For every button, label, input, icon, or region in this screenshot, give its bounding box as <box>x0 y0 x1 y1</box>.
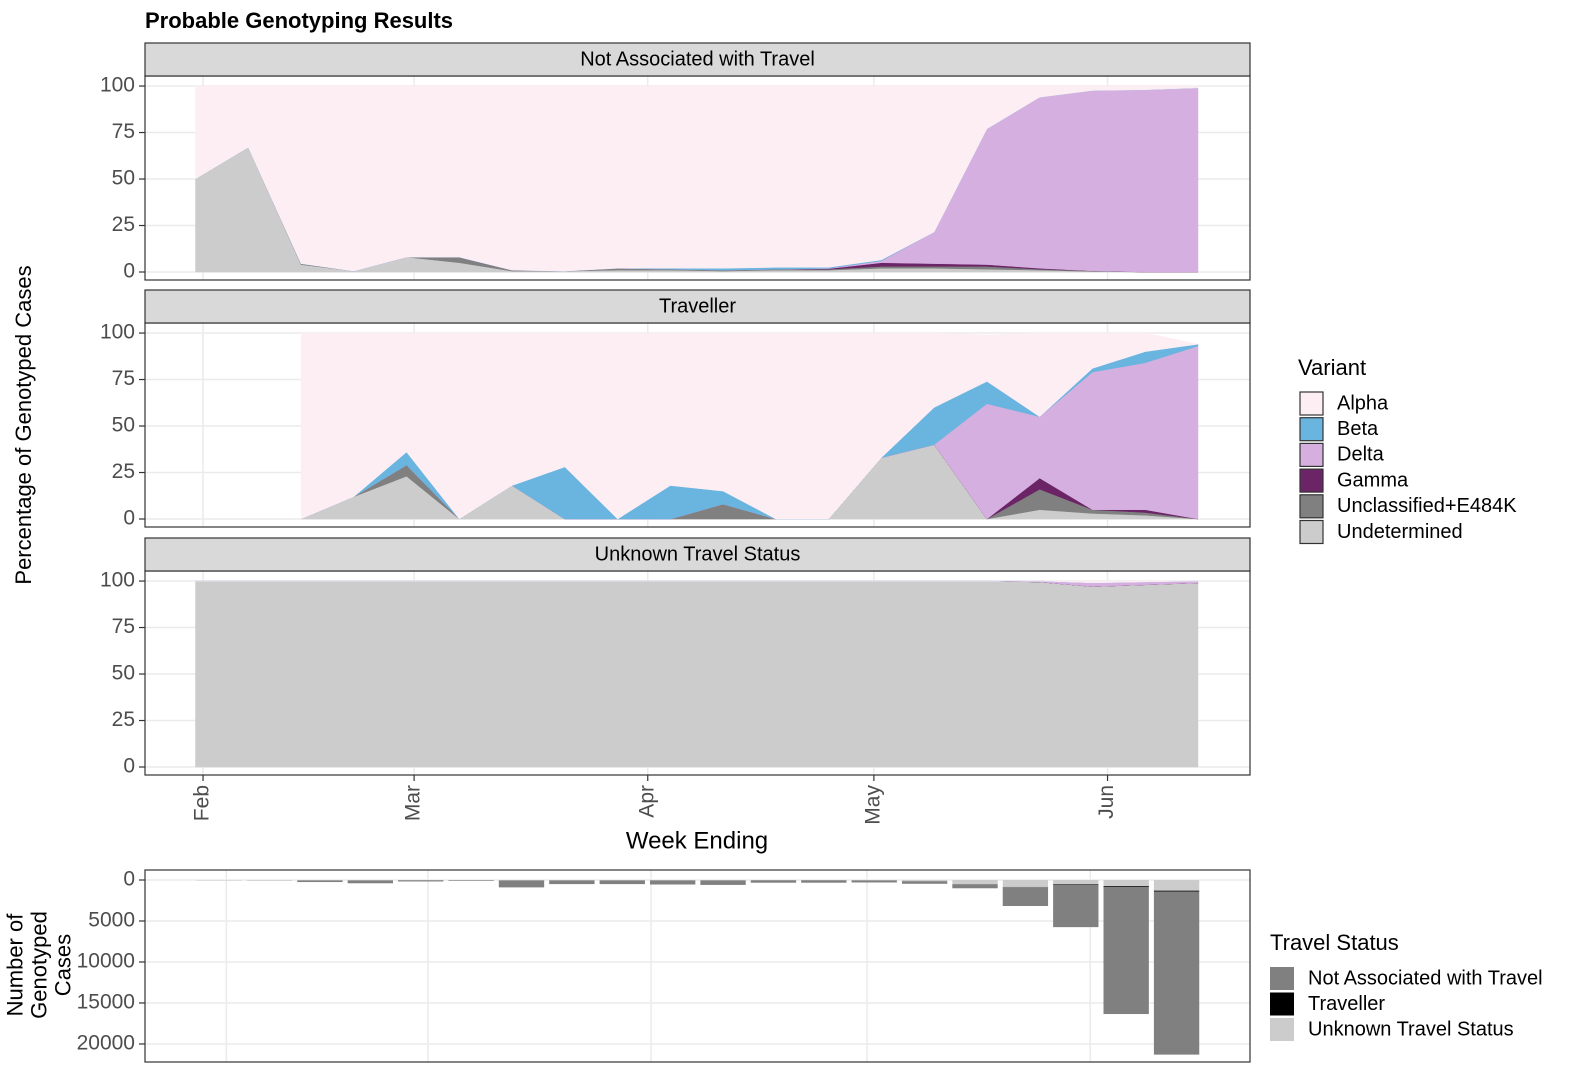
legend-label: Undetermined <box>1337 521 1463 543</box>
x-tick-label: Feb <box>191 785 214 821</box>
legend-key <box>1270 1018 1294 1041</box>
y-tick-label: 15000 <box>77 991 135 1014</box>
strip-label: Traveller <box>659 295 736 317</box>
x-tick-label: Apr <box>635 785 658 818</box>
y-tick-label: 20000 <box>77 1032 135 1055</box>
legend-key <box>1299 391 1324 416</box>
y-tick-label: 0 <box>123 507 135 530</box>
y-tick-label: 50 <box>112 662 135 685</box>
bar <box>1053 884 1099 928</box>
bar <box>851 880 897 883</box>
legend-title: Travel Status <box>1270 930 1399 955</box>
bar <box>1002 880 1049 887</box>
bar <box>1053 880 1099 885</box>
bar <box>750 880 797 883</box>
area <box>300 332 1199 520</box>
bar <box>649 880 696 885</box>
legend-label: Gamma <box>1337 469 1409 491</box>
bar <box>549 880 595 885</box>
y-tick-label: 5000 <box>88 909 135 932</box>
legend-key <box>1299 519 1324 545</box>
y-tick-label: 0 <box>123 868 135 891</box>
legend-label: Alpha <box>1337 392 1389 414</box>
bar <box>347 880 393 884</box>
legend-key <box>1299 494 1324 519</box>
y-tick-label: 50 <box>112 414 135 437</box>
bar <box>1103 886 1149 887</box>
legend-key <box>1299 468 1324 493</box>
panel-border <box>144 869 1251 1063</box>
bar <box>1153 880 1200 891</box>
legend-key <box>1270 992 1294 1016</box>
chart-title: Probable Genotyping Results <box>145 8 453 33</box>
bar <box>599 880 645 885</box>
legend-key <box>1299 442 1324 467</box>
legend-label: Unclassified+E484K <box>1337 495 1517 517</box>
legend-label: Unknown Travel Status <box>1308 1018 1514 1040</box>
bar <box>1103 880 1149 887</box>
bar <box>1002 887 1049 906</box>
legend-key <box>1299 417 1324 442</box>
bar <box>952 884 998 889</box>
bar <box>901 880 948 882</box>
y-tick-label: 75 <box>112 615 135 638</box>
strip <box>144 289 1251 324</box>
y-tick-label: 75 <box>112 120 135 143</box>
bar <box>448 880 494 881</box>
y-axis-label: Number of Genotyped Cases <box>2 911 76 1019</box>
legend-label: Delta <box>1337 444 1385 466</box>
legend-label: Beta <box>1337 418 1379 440</box>
strip <box>144 537 1251 572</box>
x-tick-label: May <box>861 785 884 825</box>
strip-label: Unknown Travel Status <box>595 543 801 565</box>
x-tick-label: Jun <box>1095 785 1118 819</box>
bar <box>1103 886 1149 1015</box>
legend-label: Not Associated with Travel <box>1308 967 1543 989</box>
y-axis-label: Percentage of Genotyped Cases <box>11 265 36 584</box>
area <box>195 580 1198 584</box>
strip-label: Not Associated with Travel <box>580 48 815 70</box>
y-tick-label: 100 <box>100 569 135 592</box>
y-tick-label: 0 <box>123 260 135 283</box>
bar <box>297 880 343 883</box>
area <box>195 580 1199 768</box>
bar <box>1153 891 1200 1055</box>
legend-title: Variant <box>1298 355 1366 380</box>
y-tick-label: 50 <box>112 167 135 190</box>
y-tick-label: 10000 <box>77 950 135 973</box>
legend-key <box>1270 967 1294 990</box>
x-axis-label: Week Ending <box>626 827 768 854</box>
y-tick-label: 25 <box>112 213 135 236</box>
bar <box>498 880 545 888</box>
bar <box>952 880 998 885</box>
strip <box>144 42 1251 77</box>
y-tick-label: 100 <box>100 321 135 344</box>
legend-label: Traveller <box>1308 993 1385 1015</box>
area <box>195 85 1199 272</box>
x-tick-label: Mar <box>402 785 425 821</box>
bar <box>1153 890 1200 892</box>
y-tick-label: 100 <box>100 74 135 97</box>
y-tick-label: 75 <box>112 367 135 390</box>
bar <box>901 881 948 884</box>
bar <box>801 880 847 883</box>
bar <box>398 880 444 882</box>
y-tick-label: 25 <box>112 460 135 483</box>
y-tick-label: 0 <box>123 755 135 778</box>
bar <box>700 880 746 885</box>
y-tick-label: 25 <box>112 708 135 731</box>
